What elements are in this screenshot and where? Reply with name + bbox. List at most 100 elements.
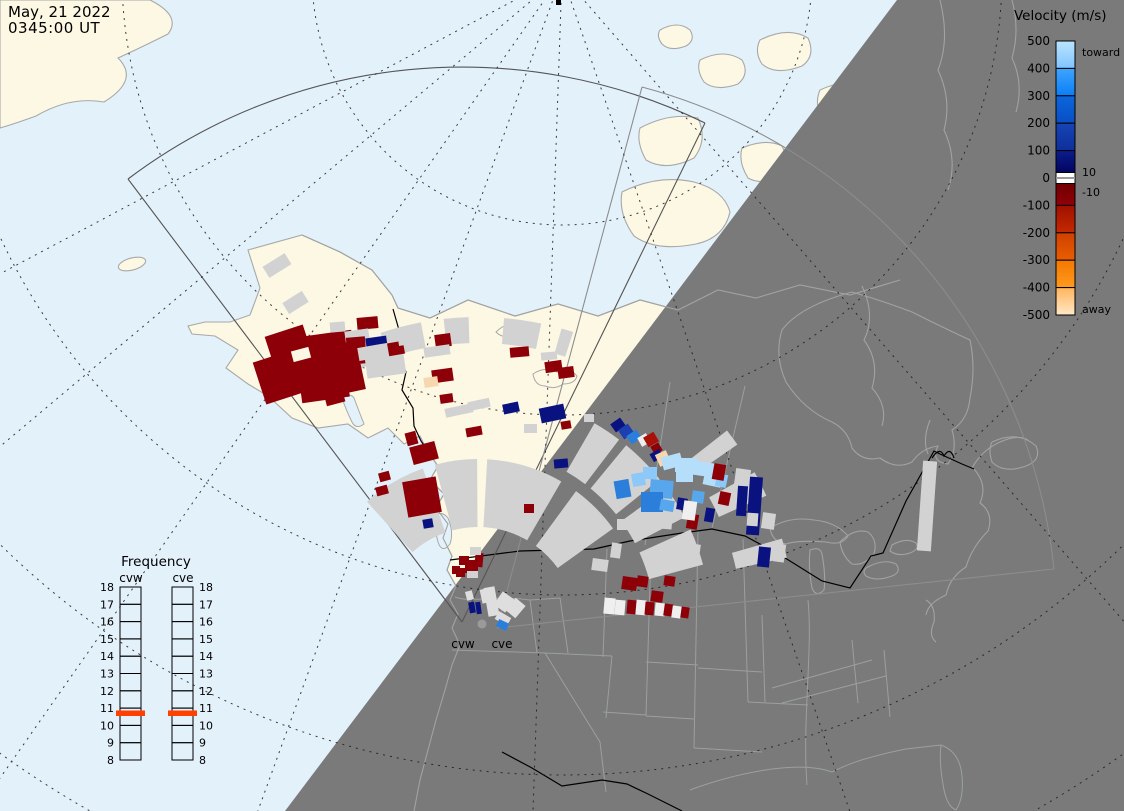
toward-label: toward xyxy=(1082,46,1120,59)
velocity-cell xyxy=(452,566,460,574)
velocity-tick-label: 400 xyxy=(1027,61,1050,75)
velocity-colorbar-segment xyxy=(1056,96,1075,123)
velocity-cell xyxy=(467,571,478,578)
island-arctic-4 xyxy=(658,25,692,49)
freq-col-label-cvw: cvw xyxy=(119,571,143,585)
velocity-cell xyxy=(524,424,537,433)
velocity-tick-label: -200 xyxy=(1023,226,1050,240)
velocity-cell xyxy=(757,546,771,567)
neg-threshold-label: -10 xyxy=(1082,186,1100,199)
velocity-cell xyxy=(470,547,481,555)
velocity-cell xyxy=(402,476,442,517)
velocity-tick-label: -100 xyxy=(1023,198,1050,212)
velocity-cell xyxy=(761,512,776,530)
velocity-cell xyxy=(659,516,672,529)
velocity-cell xyxy=(614,600,625,616)
velocity-cell xyxy=(671,605,682,618)
freq-tick-label: 12 xyxy=(100,685,114,698)
timestamp: May, 21 2022 0345:00 UT xyxy=(8,3,111,37)
freq-tick-label: 13 xyxy=(199,668,213,681)
map-canvas: cvw cve May, 21 2022 0345:00 UT Velocity… xyxy=(0,0,1124,811)
freq-tick-label: 18 xyxy=(199,581,213,594)
velocity-cell xyxy=(423,376,438,388)
velocity-colorbar-segment xyxy=(1056,41,1075,68)
freq-tick-label: 15 xyxy=(199,633,213,646)
velocity-cell xyxy=(676,471,693,482)
freq-tick-label: 13 xyxy=(100,668,114,681)
freq-tick-label: 14 xyxy=(100,650,114,663)
velocity-tick-label: 500 xyxy=(1027,34,1050,48)
velocity-cell xyxy=(621,576,638,591)
island-arctic-1 xyxy=(699,54,746,88)
velocity-cell xyxy=(688,543,701,557)
velocity-cell xyxy=(747,513,759,527)
time-label: 0345:00 UT xyxy=(8,19,101,37)
velocity-cell xyxy=(557,366,574,379)
velocity-cell xyxy=(357,316,379,330)
velocity-cell xyxy=(541,351,558,360)
velocity-cell xyxy=(603,598,615,615)
freq-marker-cve xyxy=(168,710,197,716)
radar-label-cve: cve xyxy=(491,637,512,651)
velocity-cell xyxy=(560,420,571,430)
velocity-cell xyxy=(510,346,530,358)
velocity-tick-label: 300 xyxy=(1027,89,1050,103)
velocity-legend-title: Velocity (m/s) xyxy=(1014,8,1107,24)
velocity-cell xyxy=(663,575,675,586)
freq-tick-label: 9 xyxy=(199,737,206,750)
velocity-cell xyxy=(636,575,648,587)
velocity-cell xyxy=(584,414,594,422)
freq-tick-label: 16 xyxy=(100,616,114,629)
velocity-cell xyxy=(643,467,657,479)
velocity-cell xyxy=(591,558,609,572)
freq-tick-label: 10 xyxy=(199,719,213,732)
freq-tick-label: 15 xyxy=(100,633,114,646)
velocity-cell xyxy=(644,602,654,616)
velocity-cell xyxy=(614,479,632,499)
velocity-cell xyxy=(680,606,689,618)
freq-tick-label: 16 xyxy=(199,616,213,629)
velocity-cell xyxy=(736,486,748,517)
away-label: away xyxy=(1082,303,1111,316)
freq-tick-label: 18 xyxy=(100,581,114,594)
freq-tick-label: 10 xyxy=(100,719,114,732)
velocity-colorbar-segment xyxy=(1056,260,1075,287)
velocity-cell xyxy=(330,321,346,332)
radar-dot xyxy=(478,620,487,629)
pos-threshold-label: 10 xyxy=(1082,166,1096,179)
velocity-colorbar-segment xyxy=(1056,184,1075,206)
velocity-cell xyxy=(682,500,698,521)
velocity-cell xyxy=(422,518,433,529)
freq-marker-cvw xyxy=(116,710,145,716)
freq-tick-label: 8 xyxy=(199,754,206,767)
freq-tick-label: 8 xyxy=(107,754,114,767)
velocity-cell xyxy=(554,458,569,468)
island-arctic-2 xyxy=(757,32,810,70)
velocity-colorbar-segment xyxy=(1056,123,1075,150)
velocity-colorbar-segment xyxy=(1056,151,1075,173)
freq-tick-label: 17 xyxy=(100,598,114,611)
velocity-tick-label: 200 xyxy=(1027,116,1050,130)
superdarn-velocity-map: cvw cve May, 21 2022 0345:00 UT Velocity… xyxy=(0,0,1124,811)
freq-tick-label: 11 xyxy=(100,702,114,715)
velocity-colorbar-segment xyxy=(1056,205,1075,232)
velocity-tick-label: -500 xyxy=(1023,308,1050,322)
velocity-cell xyxy=(610,542,622,558)
velocity-cell xyxy=(650,590,663,603)
freq-tick-label: 14 xyxy=(199,650,213,663)
freq-tick-label: 11 xyxy=(199,702,213,715)
velocity-cell xyxy=(626,600,636,615)
velocity-tick-label: -400 xyxy=(1023,281,1050,295)
velocity-colorbar-segment xyxy=(1056,68,1075,95)
velocity-tick-label: 0 xyxy=(1042,171,1050,185)
velocity-cell xyxy=(617,519,630,530)
velocity-colorbar-segment xyxy=(1056,288,1075,315)
radar-label-cvw: cvw xyxy=(451,637,475,651)
velocity-colorbar-segment xyxy=(1056,233,1075,260)
pole-dot xyxy=(556,0,561,5)
freq-tick-label: 12 xyxy=(199,685,213,698)
island-banks xyxy=(639,116,702,165)
freq-tick-label: 17 xyxy=(199,598,213,611)
velocity-cell xyxy=(600,438,613,448)
velocity-cell xyxy=(524,504,534,513)
